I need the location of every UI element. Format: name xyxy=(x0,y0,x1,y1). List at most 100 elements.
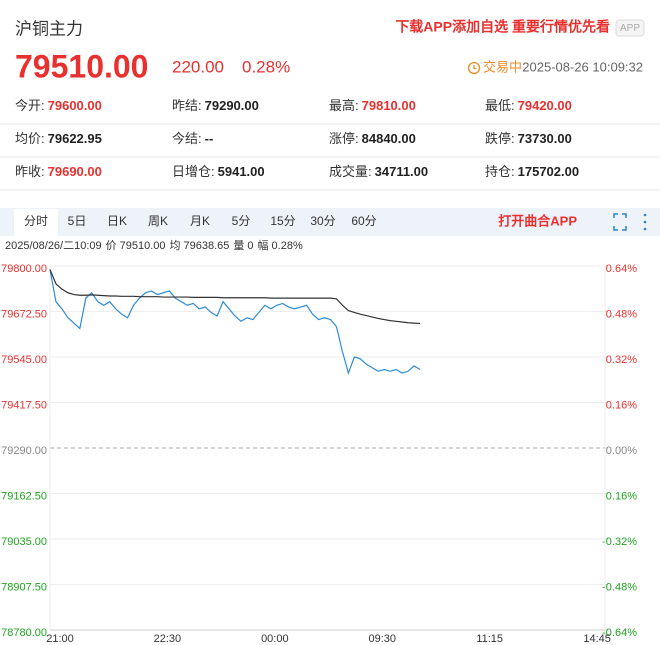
y2-tick-label: -0.48% xyxy=(602,581,637,593)
y-tick-label: 79035.00 xyxy=(1,536,47,548)
badge-box xyxy=(615,19,645,37)
x-tick-label: 14:45 xyxy=(583,633,611,645)
y2-tick-label: 0.16% xyxy=(606,399,637,411)
y-tick-label: 78780.00 xyxy=(1,627,47,639)
chart: 79800.00 79672.50 79545.00 79417.50 79290.00… xyxy=(1,263,637,645)
stat: 成交量: 34711.00 xyxy=(329,164,428,179)
info-value: 79510.00 xyxy=(120,240,166,252)
stat: 今开: 79600.00 xyxy=(15,98,102,113)
stats: 今开: 79600.00 昨结: 79290.00 最高: 79810.00 最低: 7942… xyxy=(0,98,660,191)
y2-tick-label: 0.32% xyxy=(606,354,637,366)
stat-label: 最高: xyxy=(329,98,359,113)
info-line: 2025/08/26/二10:09 价 79510.00 均 79638.65 量 0 幅 0.… xyxy=(5,239,303,252)
tab-bar xyxy=(0,208,660,236)
y-tick-label: 79417.50 xyxy=(1,399,47,411)
change: 220.00 xyxy=(172,57,224,76)
clock-hand xyxy=(473,65,477,70)
x-tick-label: 09:30 xyxy=(368,633,396,645)
status: 交易中 xyxy=(483,59,522,74)
stat-value: 79622.95 xyxy=(48,131,102,146)
tab[interactable]: 15分 xyxy=(270,214,295,228)
stat-value: 5941.00 xyxy=(218,164,265,179)
stat-value: 175702.00 xyxy=(518,164,579,179)
y-tick-label: 79162.50 xyxy=(1,490,47,502)
stat: 日增仓: 5941.00 xyxy=(172,164,265,179)
promo[interactable]: 下载APP添加自选 重要行情优先看 xyxy=(395,19,610,35)
stat-value: 79690.00 xyxy=(48,164,102,179)
stat: 今结: -- xyxy=(172,131,213,146)
y2-tick-label: 0.16% xyxy=(606,490,637,502)
tab[interactable]: 30分 xyxy=(310,214,335,228)
y-tick-label: 79290.00 xyxy=(1,445,47,457)
y2-tick-label: 0.64% xyxy=(606,263,637,275)
y-tick-label: 79800.00 xyxy=(1,263,47,275)
stat-value: 79810.00 xyxy=(362,98,416,113)
tab[interactable]: 月K xyxy=(190,214,210,228)
info-label: 均 xyxy=(170,239,181,252)
more-icon[interactable] xyxy=(643,213,647,231)
stat-label: 均价: xyxy=(15,131,45,146)
stat-value: -- xyxy=(205,131,214,146)
stat: 昨收: 79690.00 xyxy=(15,164,102,179)
stat-label: 日增仓: xyxy=(172,164,215,179)
y2-tick-label: -0.32% xyxy=(602,536,637,548)
y-tick-label: 79545.00 xyxy=(1,354,47,366)
stat-label: 昨结: xyxy=(172,98,202,113)
stat-label: 最低: xyxy=(485,98,515,113)
info-value: 79638.65 xyxy=(184,240,230,252)
stat-label: 昨收: xyxy=(15,164,45,179)
info-label: 价 xyxy=(106,239,117,252)
series-line xyxy=(49,269,421,376)
change-pct: 0.28% xyxy=(242,57,290,76)
title: 沪铜主力 xyxy=(15,19,83,38)
info-label: 量 xyxy=(233,239,244,252)
x-tick-label: 22:30 xyxy=(154,633,182,645)
x-tick-label: 21:00 xyxy=(46,633,74,645)
info-label: 幅 xyxy=(258,239,269,252)
tab-selected xyxy=(14,209,58,236)
price: 79510.00 xyxy=(15,48,148,84)
y2-tick-label: 0.48% xyxy=(606,308,637,320)
stat-label: 涨停: xyxy=(329,131,359,146)
stat-value: 34711.00 xyxy=(375,164,429,179)
clock-icon xyxy=(467,61,481,75)
stat-value: 79600.00 xyxy=(48,98,102,113)
tab[interactable]: 分时 xyxy=(24,214,48,228)
time: 2025-08-26 10:09:32 xyxy=(522,59,643,74)
stat-label: 跌停: xyxy=(485,131,515,146)
tab[interactable]: 周K xyxy=(148,214,168,228)
badge[interactable]: APP xyxy=(620,23,640,34)
tab[interactable]: 5分 xyxy=(232,214,251,228)
info-text: 2025/08/26/二10:09 价 79510.00 均 79638.65 量 0 幅 0.… xyxy=(5,239,303,252)
stat-value: 79290.00 xyxy=(205,98,259,113)
stat: 涨停: 84840.00 xyxy=(329,131,416,146)
stat-label: 成交量: xyxy=(329,164,372,179)
info-value: 0 xyxy=(247,240,253,252)
open-app[interactable]: 打开曲合APP xyxy=(498,213,577,228)
series-line xyxy=(49,269,421,325)
stat: 均价: 79622.95 xyxy=(15,131,102,146)
x-tick-label: 11:15 xyxy=(476,633,503,645)
info-value: 0.28% xyxy=(272,240,303,252)
stat-label: 今结: xyxy=(172,131,202,146)
x-tick-label: 00:00 xyxy=(261,633,289,645)
stat: 昨结: 79290.00 xyxy=(172,98,259,113)
y2-tick-label: 0.00% xyxy=(606,445,637,457)
info-time: 2025/08/26/二10:09 xyxy=(5,240,102,252)
stat: 最高: 79810.00 xyxy=(329,98,416,113)
stat-value: 79420.00 xyxy=(518,98,572,113)
stat: 跌停: 73730.00 xyxy=(485,131,572,146)
y-tick-label: 78907.50 xyxy=(1,581,47,593)
expand-icon[interactable] xyxy=(613,213,627,231)
y-tick-label: 79672.50 xyxy=(1,308,47,320)
stat-value: 84840.00 xyxy=(362,131,416,146)
tab[interactable]: 5日 xyxy=(68,214,87,228)
stat-value: 73730.00 xyxy=(518,131,572,146)
stat: 持仓: 175702.00 xyxy=(485,164,579,179)
stat: 最低: 79420.00 xyxy=(485,98,572,113)
tab[interactable]: 日K xyxy=(107,214,127,228)
tab[interactable]: 60分 xyxy=(351,214,376,228)
